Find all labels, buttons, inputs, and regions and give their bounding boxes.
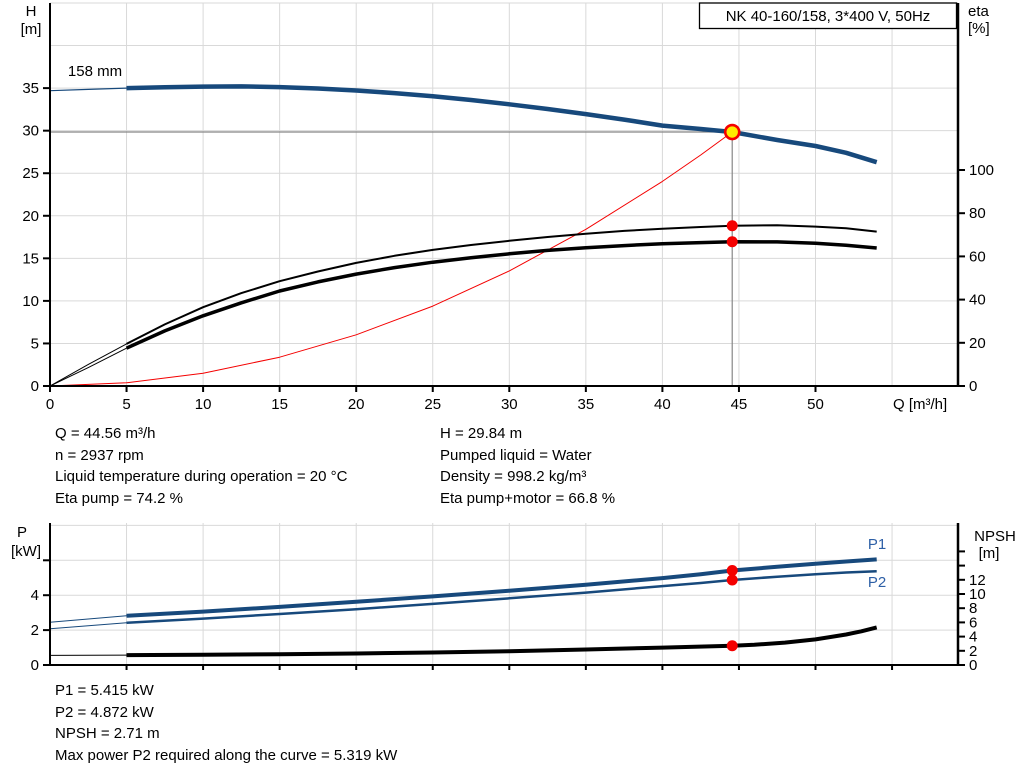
q-axis-tick-label: 25 — [424, 396, 441, 413]
eta-axis-tick-label: 0 — [969, 378, 977, 395]
info-line-npsh: NPSH = 2.71 m — [55, 725, 160, 742]
q-axis-title: Q [m³/h] — [893, 396, 947, 413]
p-axis-title: P — [17, 524, 27, 541]
q-axis-tick-label: 20 — [348, 396, 365, 413]
duty-point-marker[interactable] — [723, 123, 741, 141]
q-axis-tick-label: 35 — [578, 396, 595, 413]
npsh-axis-unit: [m] — [979, 545, 1000, 562]
eta-pump-motor-curve-lead — [49, 347, 127, 387]
info-line-p1: P1 = 5.415 kW — [55, 682, 154, 699]
info-line-liquid-temp: Liquid temperature during operation = 20… — [55, 468, 348, 485]
info-line-q: Q = 44.56 m³/h — [55, 425, 156, 442]
duty-info-left: Q = 44.56 m³/h n = 2937 rpm Liquid tempe… — [55, 423, 347, 509]
impeller-diameter-label: 158 mm — [68, 63, 122, 80]
npsh-axis-tick-label: 6 — [969, 614, 977, 631]
duty-dot — [726, 574, 738, 586]
info-line-eta-pump-motor: Eta pump+motor = 66.8 % — [440, 489, 616, 507]
p-axis-tick-label: 4 — [31, 587, 39, 604]
npsh-axis-tick-label: 0 — [969, 657, 977, 674]
p2-curve-lead — [49, 622, 127, 630]
eta-axis-tick-label: 100 — [969, 162, 994, 179]
eta-pump-motor-curve — [125, 239, 877, 350]
p-axis-tick-label: 0 — [31, 657, 39, 674]
h-axis-tick-label: 20 — [22, 208, 39, 225]
eta-duty-dot — [726, 236, 738, 248]
npsh-curve — [126, 625, 878, 658]
h-axis-tick-label: 10 — [22, 293, 39, 310]
q-axis-tick-label: 30 — [501, 396, 518, 413]
eta-axis-tick-label: 60 — [969, 248, 986, 265]
q-axis-tick-label: 5 — [122, 396, 130, 413]
p-axis-tick-label: 2 — [31, 622, 39, 639]
power-info-block: P1 = 5.415 kW P2 = 4.872 kW NPSH = 2.71 … — [55, 680, 397, 766]
p-axis-unit: [kW] — [11, 543, 41, 560]
info-line-speed: n = 2937 rpm — [55, 446, 144, 464]
eta-pump-curve-lead — [49, 343, 127, 387]
pump-title: NK 40-160/158, 3*400 V, 50Hz — [726, 8, 931, 25]
h-axis-title: H — [26, 3, 37, 20]
p1-curve — [126, 557, 877, 618]
npsh-axis-tick-label: 10 — [969, 586, 986, 603]
h-axis-tick-label: 25 — [22, 165, 39, 182]
info-line-p2: P2 = 4.872 kW — [55, 703, 154, 721]
npsh-axis-title: NPSH — [974, 528, 1016, 545]
h-axis-unit: [m] — [21, 21, 42, 38]
info-line-head: H = 29.84 m — [440, 425, 523, 442]
p2-curve — [126, 570, 877, 625]
info-line-max-power: Max power P2 required along the curve = … — [55, 746, 398, 764]
eta-axis-unit: [%] — [968, 20, 990, 37]
eta-pump-curve — [126, 224, 877, 345]
head-curve — [126, 84, 878, 165]
h-axis-tick-label: 35 — [22, 80, 39, 97]
h-axis-tick-label: 30 — [22, 123, 39, 140]
npsh-axis-tick-label: 12 — [969, 572, 986, 589]
system-curve-lead — [49, 131, 733, 387]
eta-duty-dot — [726, 220, 738, 232]
info-line-pumped-liquid: Pumped liquid = Water — [440, 446, 592, 464]
duty-dot — [726, 565, 738, 577]
info-line-eta-pump: Eta pump = 74.2 % — [55, 489, 183, 507]
h-axis-tick-label: 5 — [31, 335, 39, 352]
p1-series-label: P1 — [868, 536, 886, 553]
eta-axis-tick-label: 80 — [969, 205, 986, 222]
duty-dot — [726, 640, 738, 652]
info-line-density: Density = 998.2 kg/m³ — [440, 468, 587, 485]
h-axis-tick-label: 0 — [31, 378, 39, 395]
h-axis-tick-label: 15 — [22, 250, 39, 267]
qh-eta-chart: 0 5 10 15 20 25 30 35 0 20 40 60 80 100 0 5 10 15 20 25 30 35… — [21, 2, 994, 413]
eta-axis-title: eta — [968, 3, 990, 20]
q-axis-tick-label: 0 — [46, 396, 54, 413]
npsh-axis-tick-label: 4 — [969, 629, 977, 646]
eta-axis-tick-label: 20 — [969, 335, 986, 352]
q-axis-tick-label: 45 — [731, 396, 748, 413]
p1-curve-lead — [49, 615, 127, 623]
q-axis-tick-label: 50 — [807, 396, 824, 413]
pump-title-box — [698, 2, 958, 30]
q-axis-tick-label: 40 — [654, 396, 671, 413]
q-axis-tick-label: 15 — [271, 396, 288, 413]
head-curve-lead — [49, 87, 127, 92]
p2-series-label: P2 — [868, 574, 886, 591]
q-axis-tick-label: 10 — [195, 396, 212, 413]
npsh-axis-tick-label: 2 — [969, 643, 977, 660]
eta-axis-tick-label: 40 — [969, 292, 986, 309]
npsh-axis-tick-label: 8 — [969, 600, 977, 617]
duty-info-right: H = 29.84 m Pumped liquid = Water Densit… — [440, 423, 615, 509]
